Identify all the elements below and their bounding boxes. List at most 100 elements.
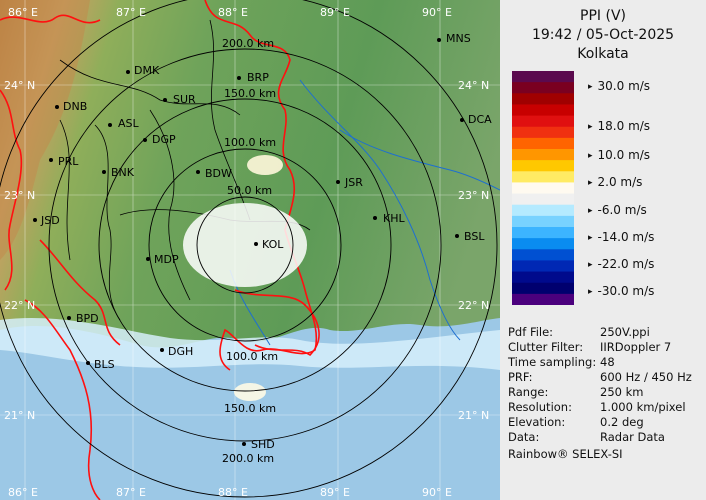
- color-scale-step: [512, 115, 574, 128]
- info-key: Range:: [508, 385, 549, 399]
- color-scale-step: [512, 82, 574, 94]
- color-scale-step: [512, 260, 574, 273]
- radar-echo-central: [183, 155, 307, 401]
- color-scale-step: [512, 149, 574, 161]
- city-label: DNB: [63, 100, 87, 113]
- svg-text:86° E: 86° E: [8, 486, 38, 499]
- city-label: BPD: [76, 312, 99, 325]
- info-key: Resolution:: [508, 400, 572, 414]
- color-scale-step: [512, 227, 574, 239]
- svg-text:90° E: 90° E: [422, 6, 452, 19]
- range-label-150-north: 150.0 km: [224, 87, 276, 100]
- color-scale-step: [512, 104, 574, 117]
- city-label: DMK: [134, 64, 160, 77]
- legend-label: 30.0 m/s: [588, 79, 651, 93]
- svg-text:89° E: 89° E: [320, 6, 350, 19]
- info-key: Time sampling:: [508, 355, 597, 369]
- range-label-200-north: 200.0 km: [222, 37, 274, 50]
- color-scale-step: [512, 171, 574, 184]
- range-rings: [0, 0, 498, 498]
- info-value: 250V.ppi: [600, 325, 650, 339]
- city-markers: DMK BRP MNS DNB ASL SUR DGP DCA PRL BNK …: [33, 32, 492, 451]
- info-value: 1.000 km/pixel: [600, 400, 686, 414]
- rain-echo-south: [0, 317, 500, 370]
- legend-label: -30.0 m/s: [588, 284, 655, 298]
- color-scale-step: [512, 137, 574, 150]
- info-key: PRF:: [508, 370, 533, 384]
- city-label: BLS: [94, 358, 115, 371]
- svg-text:22° N: 22° N: [458, 299, 489, 312]
- scan-datetime: 19:42 / 05-Oct-2025: [531, 27, 675, 43]
- city-label: ASL: [118, 117, 140, 130]
- svg-text:87° E: 87° E: [116, 6, 146, 19]
- range-label-200-south: 200.0 km: [222, 452, 274, 465]
- velocity-color-scale: [512, 71, 574, 305]
- range-label-50-north: 50.0 km: [227, 184, 272, 197]
- color-scale-step: [512, 238, 574, 250]
- color-scale-step: [512, 293, 574, 305]
- info-value: 250 km: [600, 385, 644, 399]
- info-value: 600 Hz / 450 Hz: [600, 370, 692, 384]
- legend-label: -14.0 m/s: [588, 230, 655, 244]
- color-scale-step: [512, 93, 574, 106]
- info-value: 48: [600, 355, 615, 369]
- svg-text:87° E: 87° E: [116, 486, 146, 499]
- svg-text:88° E: 88° E: [218, 6, 248, 19]
- color-scale-step: [512, 282, 574, 295]
- latitude-labels-right: 24° N 23° N 22° N 21° N: [458, 79, 489, 422]
- city-label: BNK: [111, 166, 135, 179]
- software-credit: Rainbow® SELEX-SI: [508, 447, 623, 461]
- svg-text:23° N: 23° N: [4, 189, 35, 202]
- range-label-100-south: 100.0 km: [226, 350, 278, 363]
- city-label: DGP: [152, 133, 176, 146]
- city-label: BSL: [464, 230, 485, 243]
- info-value: Radar Data: [600, 430, 665, 444]
- city-label: JSD: [40, 214, 60, 227]
- range-label-100-north: 100.0 km: [224, 136, 276, 149]
- city-label: MNS: [446, 32, 471, 45]
- color-scale-step: [512, 249, 574, 262]
- info-key: Elevation:: [508, 415, 566, 429]
- svg-text:21° N: 21° N: [4, 409, 35, 422]
- radar-map: 200.0 km 150.0 km 100.0 km 50.0 km 100.0…: [0, 0, 500, 500]
- city-label: DGH: [168, 345, 193, 358]
- color-scale-step: [512, 160, 574, 172]
- city-label: JSR: [344, 176, 363, 189]
- radar-site-name: Kolkata: [577, 46, 629, 62]
- info-key: Pdf File:: [508, 325, 554, 339]
- info-panel: PPI (V) 19:42 / 05-Oct-2025 Kolkata 30.0…: [500, 0, 706, 500]
- svg-text:86° E: 86° E: [8, 6, 38, 19]
- city-label: KOL: [262, 238, 284, 251]
- city-label: DCA: [468, 113, 492, 126]
- color-scale-step: [512, 126, 574, 139]
- city-label: BRP: [247, 71, 269, 84]
- legend-label: 10.0 m/s: [588, 148, 651, 162]
- svg-text:89° E: 89° E: [320, 486, 350, 499]
- legend-label: -6.0 m/s: [588, 203, 647, 217]
- city-label: PRL: [58, 155, 79, 168]
- svg-text:21° N: 21° N: [458, 409, 489, 422]
- city-label: SHD: [251, 438, 275, 451]
- product-title: PPI (V): [580, 8, 626, 24]
- legend-label: 2.0 m/s: [588, 175, 643, 189]
- svg-text:24° N: 24° N: [458, 79, 489, 92]
- svg-text:24° N: 24° N: [4, 79, 35, 92]
- city-label: MDP: [154, 253, 179, 266]
- color-scale-step: [512, 71, 574, 83]
- svg-text:88° E: 88° E: [218, 486, 248, 499]
- svg-text:22° N: 22° N: [4, 299, 35, 312]
- info-value: 0.2 deg: [600, 415, 644, 429]
- info-value: IIRDoppler 7: [600, 340, 672, 354]
- longitude-labels-bottom: 86° E 87° E 88° E 89° E 90° E: [8, 486, 452, 499]
- info-key: Clutter Filter:: [508, 340, 584, 354]
- city-label: KHL: [383, 212, 405, 225]
- svg-text:23° N: 23° N: [458, 189, 489, 202]
- svg-text:90° E: 90° E: [422, 486, 452, 499]
- city-label: SUR: [173, 93, 196, 106]
- legend-label: -22.0 m/s: [588, 257, 655, 271]
- color-scale-step: [512, 204, 574, 217]
- color-scale-step: [512, 215, 574, 228]
- latitude-labels-left: 24° N 23° N 22° N 21° N: [4, 79, 35, 422]
- range-label-150-south: 150.0 km: [224, 402, 276, 415]
